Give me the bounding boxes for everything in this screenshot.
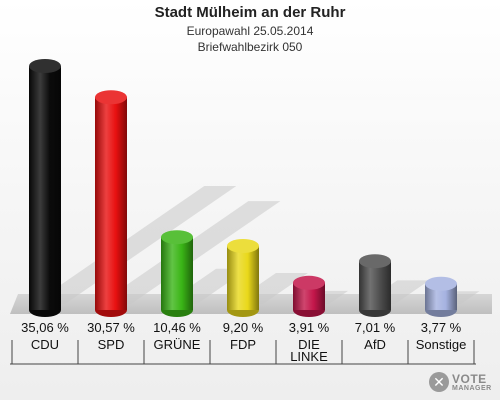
value-label: 9,20 % bbox=[223, 320, 264, 335]
bar-cdu bbox=[29, 59, 61, 317]
bar-fdp bbox=[227, 238, 259, 317]
category-label: FDP bbox=[230, 337, 256, 352]
category-label: GRÜNE bbox=[154, 337, 201, 352]
category-label: CDU bbox=[31, 337, 59, 352]
value-label: 35,06 % bbox=[21, 320, 69, 335]
value-label: 3,91 % bbox=[289, 320, 330, 335]
bar-die-linke bbox=[293, 275, 325, 317]
chart-subtitle-election: Europawahl 25.05.2014 bbox=[186, 24, 314, 38]
bar-afd bbox=[359, 254, 391, 317]
value-label: 10,46 % bbox=[153, 320, 201, 335]
category-label: DIE LINKE bbox=[290, 337, 328, 364]
category-label: AfD bbox=[364, 337, 386, 352]
value-label: 30,57 % bbox=[87, 320, 135, 335]
logo-text-vote: VOTE bbox=[452, 371, 487, 386]
value-label: 3,77 % bbox=[421, 320, 462, 335]
vote-manager-logo: ✕ VOTE MANAGER bbox=[429, 368, 497, 396]
chart-title: Stadt Mülheim an der Ruhr bbox=[154, 4, 346, 21]
category-label: SPD bbox=[98, 337, 125, 352]
chart-subtitle-district: Briefwahlbezirk 050 bbox=[197, 40, 303, 54]
bar-spd bbox=[95, 90, 127, 317]
bar-grüne bbox=[161, 230, 193, 317]
category-label: Sonstige bbox=[416, 337, 467, 352]
bar-sonstige bbox=[425, 276, 457, 317]
value-label: 7,01 % bbox=[355, 320, 396, 335]
bar-shadow bbox=[33, 186, 237, 304]
vote-check-icon: ✕ bbox=[429, 372, 449, 392]
logo-text-manager: MANAGER bbox=[452, 384, 492, 392]
